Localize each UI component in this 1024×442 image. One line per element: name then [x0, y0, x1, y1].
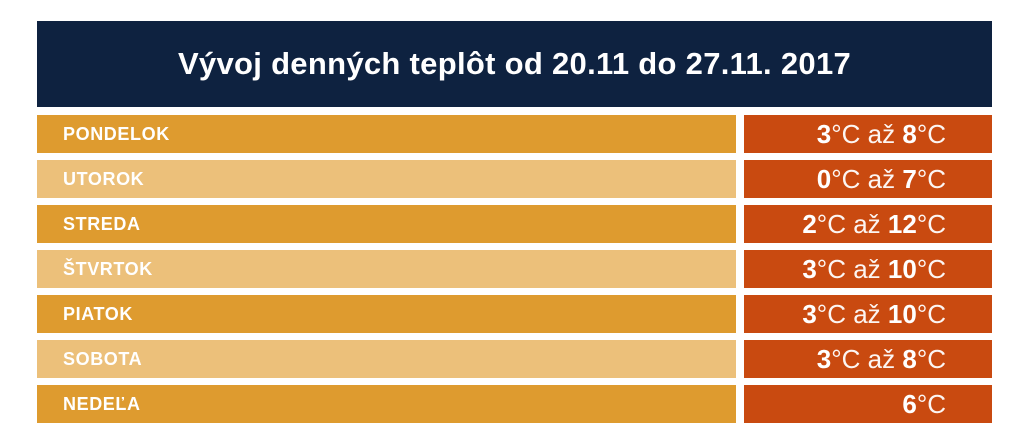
temp-unit-text: °C: [916, 343, 946, 374]
temperature-bar: 3 °C až 10 °C: [744, 250, 992, 288]
temp-unit-text: až: [867, 163, 903, 194]
temp-value: 3: [816, 118, 832, 149]
day-label: NEDEĽA: [63, 393, 141, 414]
day-label: PIATOK: [63, 303, 133, 324]
temperature-bar: 3 °C až 10 °C: [744, 295, 992, 333]
temp-unit-text: až: [853, 298, 888, 329]
temp-value: 10: [887, 253, 917, 284]
table-row: UTOROK 0 °C až 7 °C: [37, 160, 992, 198]
day-label: PONDELOK: [63, 123, 170, 144]
day-name-bar: PIATOK: [37, 295, 736, 333]
table-row: PIATOK 3 °C až 10 °C: [37, 295, 992, 333]
temp-value: 3: [802, 298, 817, 329]
temp-unit-text: až: [867, 118, 903, 149]
day-label: STREDA: [63, 213, 141, 234]
temp-value: 6: [902, 388, 917, 419]
temp-value: 3: [802, 253, 817, 284]
temp-value: 7: [902, 163, 917, 194]
temp-unit-text: až: [867, 343, 903, 374]
temp-unit-text: °C: [916, 298, 946, 329]
table-row: NEDEĽA 6 °C: [37, 385, 992, 423]
temp-unit-text: °C: [816, 208, 854, 239]
title-bar: Vývoj denných teplôt od 20.11 do 27.11. …: [37, 21, 992, 107]
temp-unit-text: °C: [816, 253, 854, 284]
temperature-bar: 0 °C až 7 °C: [744, 160, 992, 198]
temp-unit-text: °C: [916, 118, 946, 149]
temp-unit-text: °C: [916, 253, 946, 284]
temp-value: 2: [802, 208, 817, 239]
table-row: PONDELOK 3 °C až 8 °C: [37, 115, 992, 153]
temp-value: 3: [816, 343, 832, 374]
day-label: ŠTVRTOK: [63, 258, 153, 279]
temp-unit-text: °C: [916, 163, 946, 194]
temp-value: 12: [887, 208, 917, 239]
temp-value: 0: [816, 163, 832, 194]
temp-unit-text: °C: [816, 298, 854, 329]
rows-container: PONDELOK 3 °C až 8 °C UTOROK 0 °C až 7 °C STREDA…: [37, 115, 992, 423]
day-name-bar: PONDELOK: [37, 115, 736, 153]
temp-value: 10: [887, 298, 917, 329]
temp-unit-text: °C: [831, 343, 868, 374]
temp-unit-text: °C: [916, 388, 946, 419]
day-name-bar: SOBOTA: [37, 340, 736, 378]
temperature-bar: 2 °C až 12 °C: [744, 205, 992, 243]
temp-unit-text: až: [853, 253, 888, 284]
table-row: ŠTVRTOK 3 °C až 10 °C: [37, 250, 992, 288]
table-row: STREDA 2 °C až 12 °C: [37, 205, 992, 243]
day-label: SOBOTA: [63, 348, 143, 369]
temp-unit-text: °C: [916, 208, 946, 239]
temp-unit-text: °C: [831, 163, 868, 194]
day-label: UTOROK: [63, 168, 145, 189]
day-name-bar: NEDEĽA: [37, 385, 736, 423]
temperature-bar: 3 °C až 8 °C: [744, 115, 992, 153]
day-name-bar: ŠTVRTOK: [37, 250, 736, 288]
day-name-bar: UTOROK: [37, 160, 736, 198]
temp-value: 8: [902, 118, 917, 149]
table-row: SOBOTA 3 °C až 8 °C: [37, 340, 992, 378]
temp-unit-text: °C: [831, 118, 868, 149]
page-title: Vývoj denných teplôt od 20.11 do 27.11. …: [177, 46, 852, 81]
temp-unit-text: až: [853, 208, 888, 239]
temp-value: 8: [902, 343, 917, 374]
day-name-bar: STREDA: [37, 205, 736, 243]
temperature-bar: 3 °C až 8 °C: [744, 340, 992, 378]
temperature-bar: 6 °C: [744, 385, 992, 423]
